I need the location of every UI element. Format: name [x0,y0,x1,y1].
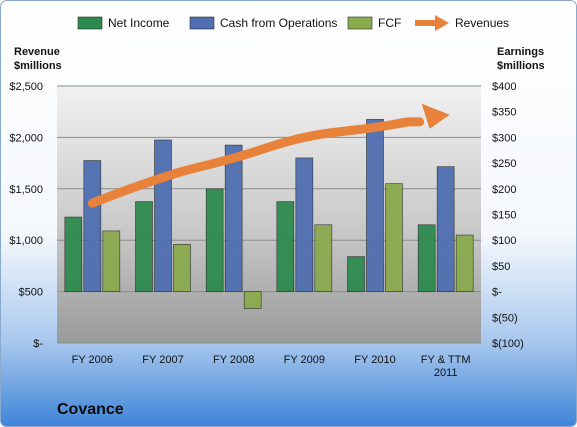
left-tick-label: $500 [19,287,43,299]
bar-fcf [102,230,121,292]
x-tick-label: FY 2010 [354,354,395,366]
revenue-line [87,117,425,208]
left-tick-label: $2,000 [9,132,43,144]
bar-net-income [347,256,365,292]
revenue-arrowhead [421,103,450,129]
left-axis-title-line2: $millions [14,60,62,72]
right-axis-title: Earnings $millions [497,46,545,72]
bar-cash-from-operations [154,139,172,292]
right-axis-ticks: $(100) $(50) $- $50 $100 $150 $200 $250 $300 $350… [492,81,524,350]
revenue-arrow-layer [87,103,450,208]
plot-area [57,86,481,343]
x-tick-label: FY 2008 [213,354,254,366]
right-axis-title-line2: $millions [497,60,545,72]
right-axis-title-line1: Earnings [497,46,544,58]
right-tick-label: $100 [492,235,516,247]
right-tick-label: $350 [492,107,516,119]
legend-swatch [189,16,215,30]
right-tick-label: $400 [492,81,516,93]
x-tick-label: FY & TTM [421,354,471,366]
right-tick-label: $(100) [492,338,524,350]
left-axis-title: Revenue $millions [14,46,62,72]
grid-lines [57,85,481,344]
x-tick-label: FY 2006 [72,354,113,366]
right-tick-label: $250 [492,158,516,170]
bar-cash-from-operations [295,157,314,292]
bar-fcf [455,234,474,292]
bar-net-income [64,216,83,292]
x-tick-label: FY 2007 [142,354,183,366]
bar-fcf [243,291,262,309]
left-axis-title-line1: Revenue [14,46,60,58]
left-tick-label: $- [33,338,43,350]
bar-fcf [385,183,403,292]
left-tick-label: $1,500 [9,184,43,196]
x-tick-label: 2011 [434,367,458,379]
bar-fcf [173,244,191,292]
chart-title: Covance [57,401,124,418]
right-tick-label: $300 [492,132,516,144]
legend: Net Income Cash from Operations FCF Revenue… [77,15,509,31]
left-axis-ticks: $- $500 $1,000 $1,500 $2,000 $2,500 [9,81,43,350]
bar-cash-from-operations [83,160,102,292]
legend-label: Revenues [455,16,509,30]
left-tick-label: $1,000 [9,235,43,247]
bar-net-income [205,188,224,292]
legend-label: Cash from Operations [220,16,337,30]
bar-net-income [417,224,436,292]
legend-arrow-head [435,15,449,31]
x-axis-ticks: FY 2006 FY 2007 FY 2008 FY 2009 FY 2010 FY & … [72,354,471,379]
right-tick-label: $200 [492,184,516,196]
bar-cash-from-operations [436,166,455,292]
right-tick-label: $(50) [492,312,518,324]
right-tick-label: $- [492,287,502,299]
legend-swatch [77,16,103,30]
right-tick-label: $50 [492,261,510,273]
legend-label: Net Income [108,16,170,30]
left-tick-label: $2,500 [9,81,43,93]
x-tick-label: FY 2009 [284,354,325,366]
bar-net-income [276,201,295,292]
legend-label: FCF [378,16,401,30]
bar-cash-from-operations [224,144,243,292]
bar-cash-from-operations [366,119,384,292]
bar-net-income [135,201,153,292]
right-tick-label: $150 [492,210,516,222]
legend-swatch [347,16,373,30]
bar-fcf [314,224,333,292]
